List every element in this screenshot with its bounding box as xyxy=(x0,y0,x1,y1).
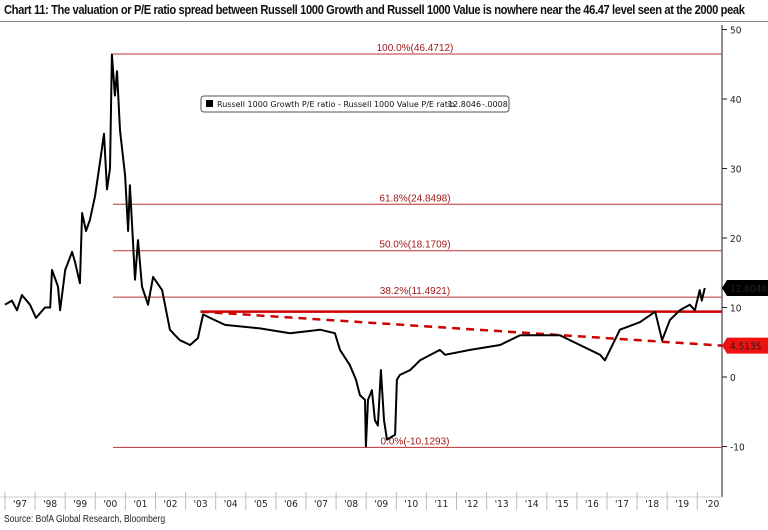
x-tick-label: '19 xyxy=(675,499,689,510)
legend-series-name: Russell 1000 Growth P/E ratio - Russell … xyxy=(217,100,455,109)
legend-swatch xyxy=(206,100,213,107)
fib-level-label: 61.8%(24.8498) xyxy=(379,193,450,204)
x-tick-label: '13 xyxy=(495,499,509,510)
x-tick-label: '97 xyxy=(13,499,27,510)
legend-box xyxy=(200,95,510,113)
y-tick-label: 50 xyxy=(730,26,742,37)
x-tick-label: '15 xyxy=(555,499,569,510)
value-label-text: 12.8046 xyxy=(730,284,767,295)
x-tick-label: '06 xyxy=(284,499,298,510)
legend: Russell 1000 Growth P/E ratio - Russell … xyxy=(200,95,510,113)
y-tick-label: -10 xyxy=(730,443,745,454)
fib-level-label: 100.0%(46.4712) xyxy=(377,43,454,54)
legend-last-value: 12.8046 xyxy=(448,100,481,109)
x-tick-label: '99 xyxy=(73,499,87,510)
x-tick-label: '12 xyxy=(465,499,479,510)
x-tick-label: '02 xyxy=(164,499,178,510)
x-tick-label: '09 xyxy=(374,499,388,510)
value-label: 4.5135 xyxy=(722,337,768,354)
x-tick-label: '08 xyxy=(344,499,358,510)
y-tick-label: 30 xyxy=(730,165,742,176)
x-tick-label: '00 xyxy=(103,499,117,510)
title-divider xyxy=(0,21,768,22)
x-tick-label: '98 xyxy=(43,499,57,510)
legend-change: -.0008 xyxy=(482,100,508,109)
fib-level-label: 50.0%(18.1709) xyxy=(379,240,450,251)
fib-level-label: 0.0%(-10.1293) xyxy=(381,436,450,447)
x-tick-label: '11 xyxy=(434,499,448,510)
series-line xyxy=(4,53,706,448)
x-tick-label: '04 xyxy=(224,499,238,510)
value-label: 12.8046 xyxy=(722,280,768,297)
value-label-text: 4.5135 xyxy=(730,342,761,353)
y-tick-label: 40 xyxy=(730,95,742,106)
x-tick-label: '14 xyxy=(525,499,539,510)
x-tick-label: '20 xyxy=(705,499,719,510)
source-note: Source: BofA Global Research, Bloomberg xyxy=(4,514,166,525)
x-tick-label: '10 xyxy=(404,499,418,510)
value-label-box xyxy=(722,280,768,297)
x-tick-label: '03 xyxy=(194,499,208,510)
y-tick-label: 10 xyxy=(730,304,742,315)
chart-title: Chart 11: The valuation or P/E ratio spr… xyxy=(4,2,745,17)
x-tick-label: '05 xyxy=(254,499,268,510)
x-tick-label: '01 xyxy=(133,499,147,510)
value-label-box xyxy=(722,337,768,354)
fib-level-label: 38.2%(11.4921) xyxy=(380,286,450,297)
y-tick-label: 20 xyxy=(730,234,742,245)
y-tick-label: 0 xyxy=(730,373,736,384)
x-tick-label: '16 xyxy=(585,499,599,510)
x-tick-label: '18 xyxy=(645,499,659,510)
trend-line-dashed xyxy=(200,310,723,347)
x-tick-label: '17 xyxy=(615,499,629,510)
x-tick-label: '07 xyxy=(314,499,328,510)
